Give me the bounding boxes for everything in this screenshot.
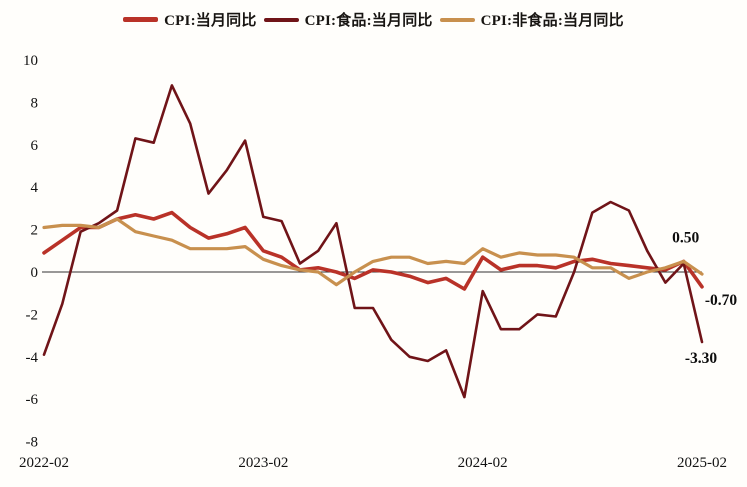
y-tick-label: 0 [31, 265, 39, 281]
y-tick-label: -2 [26, 307, 39, 323]
legend-label-cpi-nonfood: CPI:非食品:当月同比 [480, 13, 624, 29]
data-label: -3.30 [685, 350, 718, 367]
series-line-1 [42, 84, 704, 399]
series-line-2 [42, 217, 704, 287]
legend-swatch-cpi-nonfood-icon [439, 17, 475, 22]
y-tick-label: 2 [31, 223, 39, 239]
y-tick-label: -8 [26, 435, 39, 451]
y-tick-label: -6 [26, 392, 39, 408]
legend-item-cpi-nonfood: CPI:非食品:当月同比 [439, 9, 624, 30]
legend-swatch-cpi-food-icon [263, 17, 299, 22]
legend-item-cpi-food: CPI:食品:当月同比 [263, 9, 433, 30]
x-tick-label: 2024-02 [458, 455, 508, 471]
chart-legend: CPI:当月同比 CPI:食品:当月同比 CPI:非食品:当月同比 [0, 9, 747, 30]
legend-label-cpi: CPI:当月同比 [164, 13, 257, 29]
legend-item-cpi: CPI:当月同比 [123, 9, 256, 30]
y-tick-label: 8 [31, 95, 39, 111]
legend-swatch-cpi-icon [123, 17, 159, 22]
data-label: 0.50 [672, 229, 699, 246]
x-tick-label: 2023-02 [238, 455, 288, 471]
series-line-0 [42, 210, 704, 291]
legend-label-cpi-food: CPI:食品:当月同比 [304, 13, 433, 29]
y-tick-label: 4 [31, 180, 39, 196]
y-tick-label: 10 [23, 53, 38, 69]
y-tick-label: -4 [26, 350, 39, 366]
data-label: -0.70 [705, 292, 738, 309]
x-tick-label: 2025-02 [677, 455, 727, 471]
x-tick-label: 2022-02 [19, 455, 69, 471]
y-tick-label: 6 [31, 138, 39, 154]
